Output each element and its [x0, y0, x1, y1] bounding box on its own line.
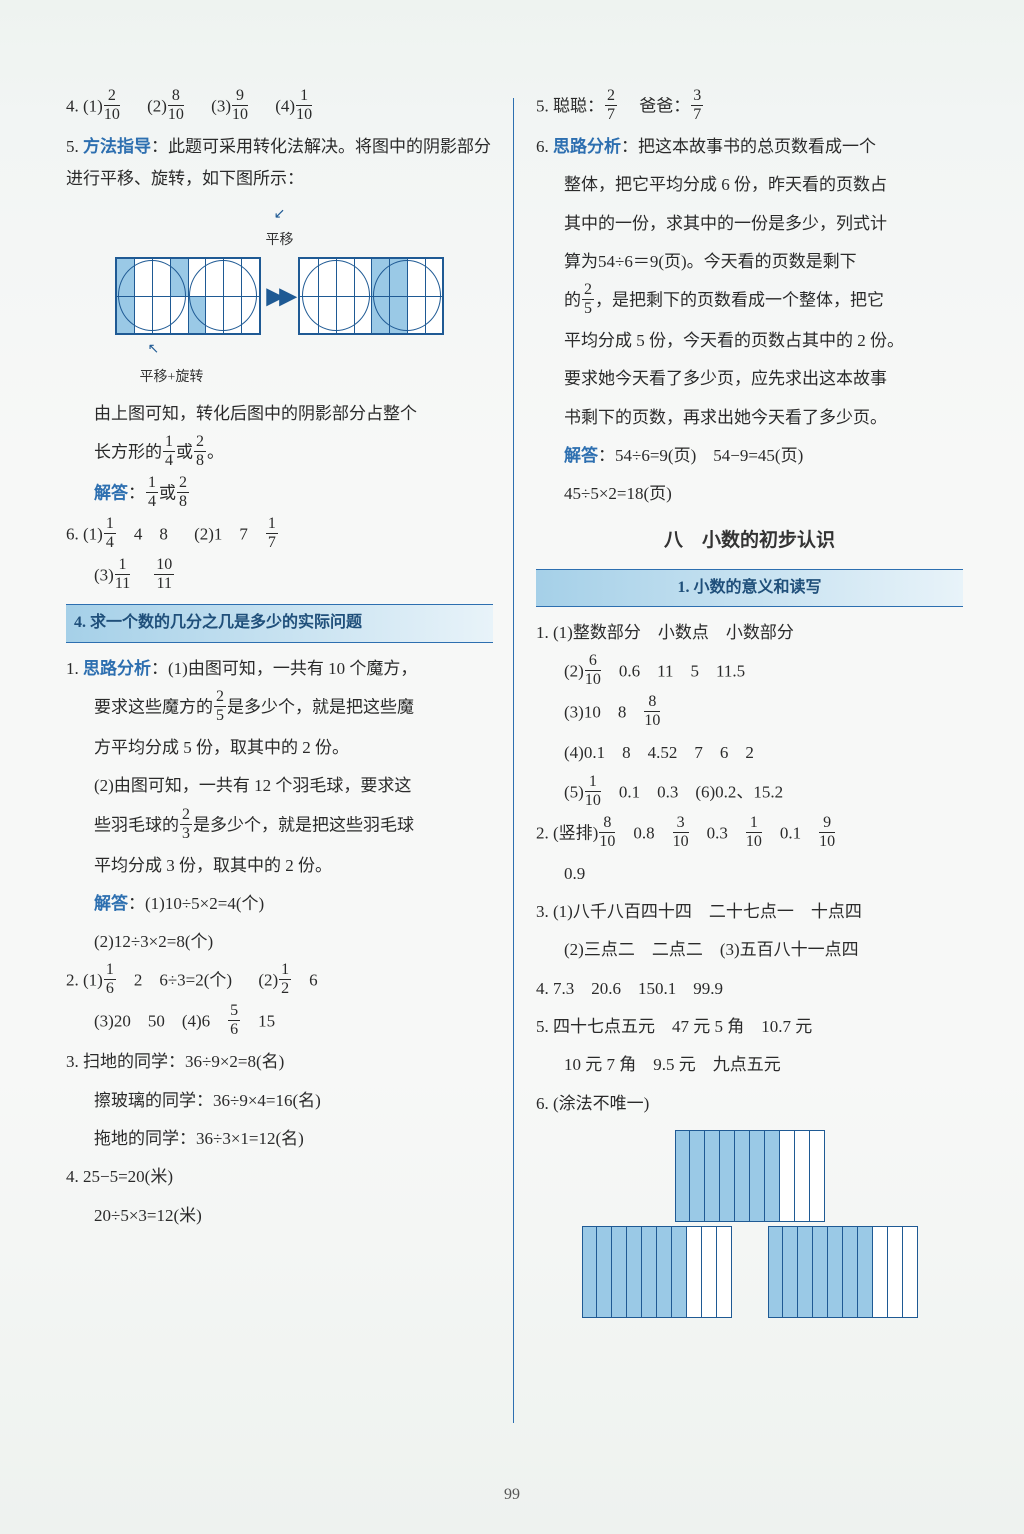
fig-arrows-icon: ▶▶ — [267, 275, 293, 317]
chapter-title: 八 小数的初步认识 — [536, 523, 963, 559]
c1q4: 4. 7.3 20.6 150.1 99.9 — [536, 973, 963, 1005]
s4q1-l6: 平均分成 3 份，取其中的 2 份。 — [66, 850, 493, 882]
s4q1-l2: 要求这些魔方的25是多少个，就是把这些魔 — [66, 691, 493, 726]
q5-answer: 解答：14或28 — [66, 477, 493, 512]
square-top — [675, 1130, 825, 1222]
q4-p2-frac: 810 — [168, 88, 184, 123]
q4-p1-frac: 210 — [104, 88, 120, 123]
c1q1-l5: (5)110 0.1 0.3 (6)0.2、15.2 — [536, 776, 963, 811]
s4q1-l1: 1. 思路分析：(1)由图可知，一共有 10 个魔方， — [66, 653, 493, 685]
q4-p2-label: (2) — [147, 96, 167, 115]
c1q3-l1: 3. (1)八千八百四十四 二十七点一 十点四 — [536, 896, 963, 928]
q4-num: 4. — [66, 96, 79, 115]
rq6-l8: 书剩下的页数，再求出她今天看了多少页。 — [536, 402, 963, 434]
section1-banner: 1. 小数的意义和读写 — [536, 569, 963, 607]
s4q2-l1: 2. (1)16 2 6÷3=2(个) (2)12 6 — [66, 964, 493, 999]
q4-p1-label: (1) — [83, 96, 103, 115]
rq6-ans2: 45÷5×2=18(页) — [536, 478, 963, 510]
q6-l1: 6. (1)14 4 8 (2)1 7 17 — [66, 518, 493, 553]
s4q1-l3: 方平均分成 5 份，取其中的 2 份。 — [66, 732, 493, 764]
fig-top-label: 平移 — [104, 228, 456, 255]
rq6-l6: 平均分成 5 份，今天看的页数占其中的 2 份。 — [536, 325, 963, 357]
c1q2-l2: 0.9 — [536, 858, 963, 890]
c1q1-l1: 1. (1)整数部分 小数点 小数部分 — [536, 617, 963, 649]
fig-panel-after — [298, 257, 444, 335]
rq6-l2: 整体，把它平均分成 6 份，昨天看的页数占 — [536, 169, 963, 201]
q5-figure: ↙ 平移 ▶▶ — [104, 202, 456, 392]
rq6-l3: 其中的一份，求其中的一份是多少，列式计 — [536, 208, 963, 240]
c1q1-l4: (4)0.1 8 4.52 7 6 2 — [536, 737, 963, 769]
left-column: 4. (1)210 (2)810 (3)910 (4)110 5. 方法指导：此… — [60, 90, 513, 1460]
c1q3-l2: (2)三点二 二点二 (3)五百八十一点四 — [536, 934, 963, 966]
right-column: 5. 聪聪：27 爸爸：37 6. 思路分析：把这本故事书的总页数看成一个 整体… — [514, 90, 969, 1460]
fig-row: ▶▶ — [104, 257, 456, 335]
rq5: 5. 聪聪：27 爸爸：37 — [536, 90, 963, 125]
rq6-l1: 6. 思路分析：把这本故事书的总页数看成一个 — [536, 131, 963, 163]
s4q3-l3: 拖地的同学：36÷3×1=12(名) — [66, 1123, 493, 1155]
s4q1-label: 思路分析 — [83, 659, 151, 678]
s4q4-l2: 20÷5×3=12(米) — [66, 1200, 493, 1232]
q4-p3-frac: 910 — [232, 88, 248, 123]
s4q4-l1: 4. 25−5=20(米) — [66, 1161, 493, 1193]
rq6-l4: 算为54÷6＝9(页)。今天看的页数是剩下 — [536, 246, 963, 278]
square-b2 — [768, 1226, 918, 1318]
fig-bot-label: 平移+旋转 — [140, 365, 456, 392]
rq6-label: 思路分析 — [553, 137, 621, 156]
q6-l2: (3)1111011 — [66, 559, 493, 594]
c1q6-squares-top — [536, 1130, 963, 1222]
q4-p4-frac: 110 — [296, 88, 312, 123]
rq6-l5: 的25，是把剩下的页数看成一个整体，把它 — [536, 284, 963, 319]
fig-panel-before — [115, 257, 261, 335]
q4-p3-label: (3) — [211, 96, 231, 115]
q4-line: 4. (1)210 (2)810 (3)910 (4)110 — [66, 90, 493, 125]
q5-answer-label: 解答 — [94, 484, 128, 503]
rq6-ans-label: 解答 — [564, 446, 598, 465]
s4q1-ans2: (2)12÷3×2=8(个) — [66, 926, 493, 958]
page-number: 99 — [0, 1480, 1024, 1510]
q5-after2: 长方形的14或28。 — [66, 436, 493, 471]
c1q6-text: 6. (涂法不唯一) — [536, 1088, 963, 1120]
fig-bot-arrow: ↖ — [148, 337, 456, 364]
c1q2-l1: 2. (竖排)810 0.8 310 0.3 110 0.1 910 — [536, 817, 963, 852]
c1q1-l3: (3)10 8 810 — [536, 696, 963, 731]
fig-top-arrow: ↙ — [104, 202, 456, 229]
q5-method-line1: 5. 方法指导：此题可采用转化法解决。将图中的阴影部分进行平移、旋转，如下图所示… — [66, 131, 493, 196]
rq6-ans1: 解答：54÷6=9(页) 54−9=45(页) — [536, 440, 963, 472]
s4q1-ans1: 解答：(1)10÷5×2=4(个) — [66, 888, 493, 920]
q4-p4-label: (4) — [275, 96, 295, 115]
section4-banner: 4. 求一个数的几分之几是多少的实际问题 — [66, 604, 493, 642]
c1q1-l2: (2)610 0.6 11 5 11.5 — [536, 655, 963, 690]
s4q3-l2: 擦玻璃的同学：36÷9×4=16(名) — [66, 1085, 493, 1117]
s4q1-l5: 些羽毛球的23是多少个，就是把这些羽毛球 — [66, 809, 493, 844]
s4q1-l4: (2)由图可知，一共有 12 个羽毛球，要求这 — [66, 770, 493, 802]
c1q6-squares-bottom — [536, 1226, 963, 1318]
s4q1-ans-label: 解答 — [94, 894, 128, 913]
square-b1 — [582, 1226, 732, 1318]
s4q2-l2: (3)20 50 (4)6 56 15 — [66, 1005, 493, 1040]
q5-num: 5. — [66, 137, 79, 156]
s4q3-l1: 3. 扫地的同学：36÷9×2=8(名) — [66, 1046, 493, 1078]
q5-method-label: 方法指导 — [83, 137, 151, 156]
q5-after1: 由上图可知，转化后图中的阴影部分占整个 — [66, 398, 493, 430]
c1q5-l1: 5. 四十七点五元 47 元 5 角 10.7 元 — [536, 1011, 963, 1043]
rq6-l7: 要求她今天看了多少页，应先求出这本故事 — [536, 363, 963, 395]
c1q5-l2: 10 元 7 角 9.5 元 九点五元 — [536, 1049, 963, 1081]
page-columns: 4. (1)210 (2)810 (3)910 (4)110 5. 方法指导：此… — [60, 90, 969, 1460]
